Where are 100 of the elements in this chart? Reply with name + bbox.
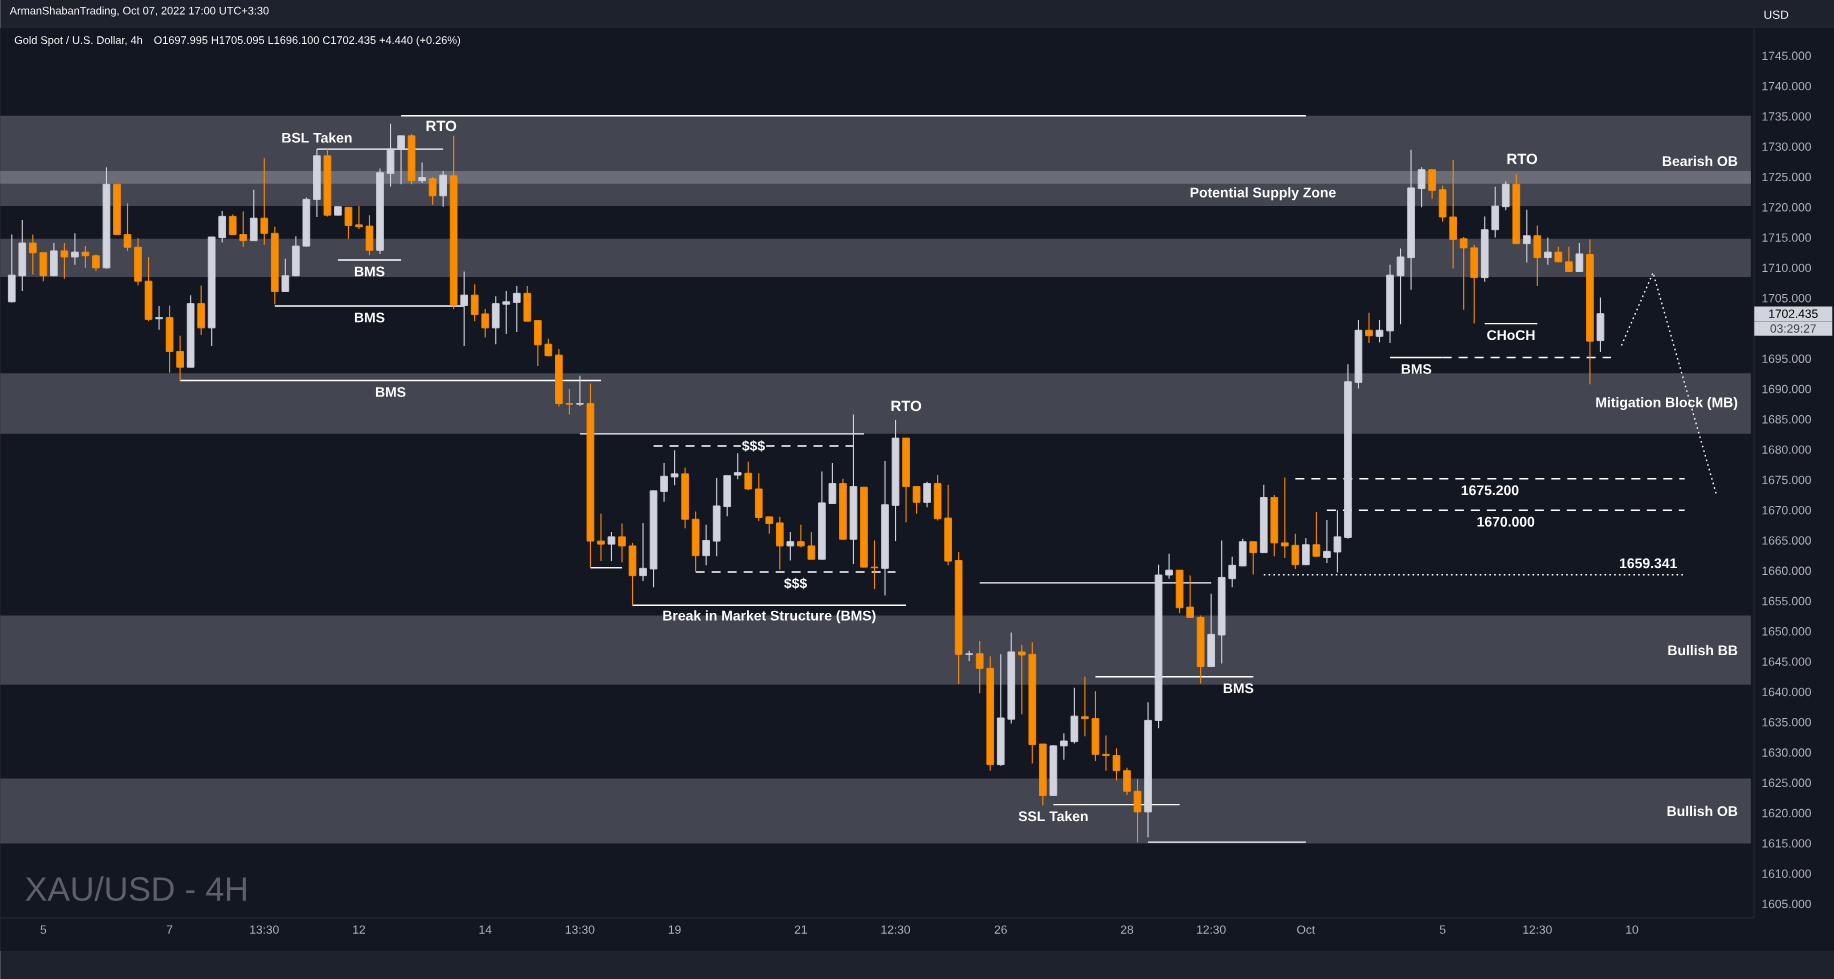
series-label: 1659.341 bbox=[1620, 558, 1677, 569]
x-tick-label: 21 bbox=[794, 925, 807, 934]
candlestick bbox=[502, 290, 511, 335]
series-label: BMS bbox=[1401, 364, 1432, 375]
series-label: 1675.200 bbox=[1461, 485, 1519, 496]
candlestick bbox=[975, 640, 984, 694]
candlestick bbox=[912, 486, 921, 515]
x-tick-label: 13:30 bbox=[565, 925, 595, 934]
y-tick-label: 1730.000 bbox=[1762, 142, 1811, 151]
candlestick bbox=[428, 176, 437, 206]
y-tick-label: 1610.000 bbox=[1762, 869, 1811, 878]
series-label: CHoCH bbox=[1487, 330, 1535, 341]
y-tick-label: 1680.000 bbox=[1762, 445, 1811, 454]
candlestick bbox=[355, 205, 363, 230]
candlestick bbox=[281, 258, 290, 293]
y-axis-title: USD bbox=[1764, 10, 1789, 19]
candlestick bbox=[1544, 237, 1552, 266]
series-label: BSL Taken bbox=[282, 132, 352, 143]
candlestick bbox=[1302, 537, 1310, 566]
candlestick bbox=[607, 531, 616, 562]
candlestick bbox=[1533, 224, 1542, 287]
candlestick bbox=[71, 232, 79, 266]
y-tick-label: 1685.000 bbox=[1762, 415, 1811, 424]
y-tick-label: 1620.000 bbox=[1762, 808, 1811, 818]
candlestick bbox=[29, 234, 37, 276]
candlestick bbox=[260, 157, 269, 246]
series-label: BMS bbox=[354, 266, 385, 277]
x-tick-label: 13:30 bbox=[250, 925, 279, 934]
y-tick-label: 1640.000 bbox=[1762, 687, 1811, 697]
band-label: Bullish OB bbox=[1667, 805, 1738, 817]
x-tick-label: 12:30 bbox=[1523, 925, 1552, 934]
series-label: BMS bbox=[354, 312, 385, 323]
candlestick bbox=[1365, 312, 1373, 344]
y-tick-label: 1655.000 bbox=[1762, 596, 1811, 606]
y-tick-label: 1745.000 bbox=[1762, 51, 1811, 61]
annotation: RTO bbox=[1507, 153, 1538, 165]
candlestick bbox=[1133, 778, 1142, 843]
band-label: Potential Supply Zone bbox=[1190, 187, 1336, 201]
candlestick bbox=[239, 211, 248, 248]
candlestick bbox=[1017, 644, 1026, 715]
candlestick bbox=[39, 252, 48, 282]
candlestick bbox=[565, 388, 574, 416]
text: 03:29:27 bbox=[1770, 324, 1816, 333]
candlestick bbox=[60, 242, 69, 280]
band-label: Bearish OB bbox=[1662, 155, 1738, 167]
candlestick bbox=[228, 214, 237, 236]
candlestick bbox=[1112, 747, 1121, 781]
y-tick-label: 1605.000 bbox=[1762, 899, 1811, 909]
y-tick-label: 1725.000 bbox=[1762, 172, 1811, 182]
candlestick bbox=[597, 513, 605, 562]
y-tick-label: 1670.000 bbox=[1762, 506, 1811, 515]
y-tick-label: 1705.000 bbox=[1762, 293, 1811, 303]
candlestick bbox=[1375, 319, 1384, 343]
y-tick-label: 1720.000 bbox=[1762, 203, 1811, 212]
candlestick bbox=[470, 283, 479, 322]
candlestick bbox=[786, 531, 795, 562]
candlestick bbox=[923, 481, 931, 508]
candlestick bbox=[1249, 541, 1258, 575]
x-tick-label: 5 bbox=[40, 925, 47, 934]
candlestick bbox=[81, 245, 90, 269]
series-label: BMS bbox=[375, 387, 406, 398]
candlestick bbox=[660, 462, 668, 503]
y-tick-label: 1695.000 bbox=[1762, 354, 1811, 364]
candlestick bbox=[1323, 519, 1331, 564]
series-label: $$$ bbox=[742, 440, 765, 452]
candlestick bbox=[1060, 732, 1068, 761]
candlestick bbox=[344, 206, 353, 240]
candlestick bbox=[1281, 476, 1289, 559]
candlestick bbox=[1565, 246, 1573, 273]
candlestick bbox=[670, 449, 679, 486]
series-label: BMS bbox=[1223, 683, 1254, 694]
candlestick bbox=[1522, 209, 1531, 264]
y-tick-label: 1630.000 bbox=[1762, 748, 1811, 757]
candlestick bbox=[155, 305, 163, 331]
x-tick-label: 10 bbox=[1626, 925, 1639, 934]
y-tick-label: 1625.000 bbox=[1762, 778, 1811, 788]
candlestick bbox=[397, 135, 405, 185]
candlestick bbox=[702, 524, 710, 566]
y-tick-label: 1645.000 bbox=[1762, 657, 1811, 666]
candlestick bbox=[439, 170, 447, 208]
candlestick bbox=[1501, 180, 1510, 211]
candlestick bbox=[123, 202, 132, 252]
x-tick-label: 26 bbox=[994, 925, 1007, 934]
y-tick-label: 1710.000 bbox=[1762, 263, 1811, 273]
x-tick-label: 7 bbox=[166, 925, 173, 934]
x-tick-label: 28 bbox=[1120, 925, 1134, 934]
candlestick bbox=[1228, 556, 1237, 588]
candlestick bbox=[249, 189, 258, 242]
y-tick-label: 1660.000 bbox=[1762, 566, 1811, 576]
x-tick-label: 5 bbox=[1439, 925, 1446, 934]
y-tick-label: 1650.000 bbox=[1762, 627, 1811, 636]
candlestick bbox=[807, 531, 816, 560]
candlestick bbox=[1449, 159, 1457, 270]
x-tick-label: 14 bbox=[479, 925, 492, 934]
candlestick bbox=[828, 462, 837, 505]
annotation: XAU/USD - 4H bbox=[25, 876, 246, 902]
text: ArmanShabanTrading, Oct 07, 2022 17:00 UTC+3:30 bbox=[9, 6, 269, 17]
candlestick bbox=[576, 375, 584, 407]
candlestick bbox=[418, 161, 426, 184]
candlestick bbox=[1459, 236, 1468, 311]
